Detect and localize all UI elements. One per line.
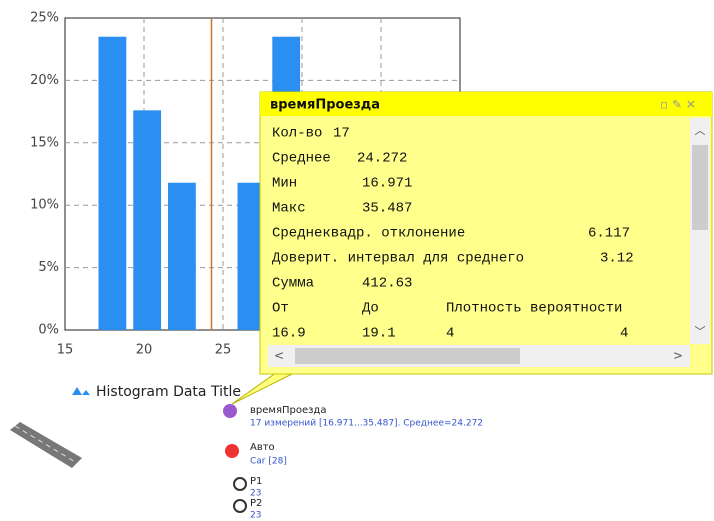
y-tick-label: 5% (38, 260, 59, 275)
table-header: До (362, 301, 379, 317)
stat-label: Кол-во (272, 126, 322, 142)
stat-label: Макс (272, 201, 306, 217)
stat-value: 6.117 (588, 226, 630, 242)
table-cell: 4 (446, 326, 454, 342)
stat-value: 3.12 (600, 251, 634, 267)
element-info: Car [28] (250, 457, 287, 467)
bar (133, 110, 162, 331)
road-marking (14, 425, 78, 464)
popup-pointer (231, 369, 301, 405)
bar (168, 182, 196, 330)
v-scroll-thumb[interactable] (692, 145, 708, 230)
stat-value: 16.971 (362, 176, 412, 192)
element-info: 17 измерений [16.971...35.487]. Среднее=… (250, 419, 483, 429)
bar (98, 36, 127, 330)
x-tick-label: 20 (136, 343, 153, 358)
stat-icon[interactable] (223, 404, 237, 418)
element-info: 23 (250, 511, 261, 521)
stat-value: 35.487 (362, 201, 412, 217)
stat-value: 17 (333, 126, 350, 142)
table-cell: 19.1 (362, 326, 396, 342)
param-icon[interactable] (233, 477, 247, 491)
y-tick-label: 25% (30, 11, 59, 26)
stat-label: Доверит. интервал для среднего (272, 251, 524, 267)
stat-value: 24.272 (357, 151, 407, 167)
y-tick-label: 0% (38, 323, 59, 338)
scroll-left[interactable]: < (274, 349, 284, 363)
table-header: От (272, 301, 289, 317)
legend-icon (72, 387, 90, 395)
element-info: 23 (250, 489, 261, 499)
legend-label: Histogram Data Title (96, 384, 241, 400)
x-tick-label: 25 (215, 343, 232, 358)
stat-label: Сумма (272, 276, 314, 292)
popup-title: времяПроезда (270, 98, 380, 113)
element-name: P2 (250, 498, 262, 509)
stat-value: 412.63 (362, 276, 412, 292)
agent-icon[interactable] (225, 444, 239, 458)
table-cell: 4 (620, 326, 628, 342)
element-name: Авто (250, 442, 275, 453)
scroll-right[interactable]: > (673, 349, 683, 363)
table-cell: 16.9 (272, 326, 306, 342)
scroll-up[interactable]: ︿ (695, 124, 706, 137)
element-name: P1 (250, 476, 262, 487)
popup-titlebar (260, 92, 712, 116)
y-tick-label: 15% (30, 135, 59, 150)
h-scroll-thumb[interactable] (295, 348, 520, 364)
scroll-down[interactable]: ﹀ (695, 325, 706, 338)
param-icon[interactable] (233, 499, 247, 513)
x-tick-label: 15 (57, 343, 74, 358)
table-header: Плотность вероятности (446, 301, 622, 317)
y-tick-label: 10% (30, 198, 59, 213)
y-tick-label: 20% (30, 73, 59, 88)
element-name: времяПроезда (250, 405, 326, 416)
popup-buttons[interactable]: ▫ ✎ ✕ (660, 98, 696, 112)
stat-label: Среднеквадр. отклонение (272, 226, 465, 242)
stat-label: Среднее (272, 151, 331, 167)
stat-label: Мин (272, 176, 297, 192)
